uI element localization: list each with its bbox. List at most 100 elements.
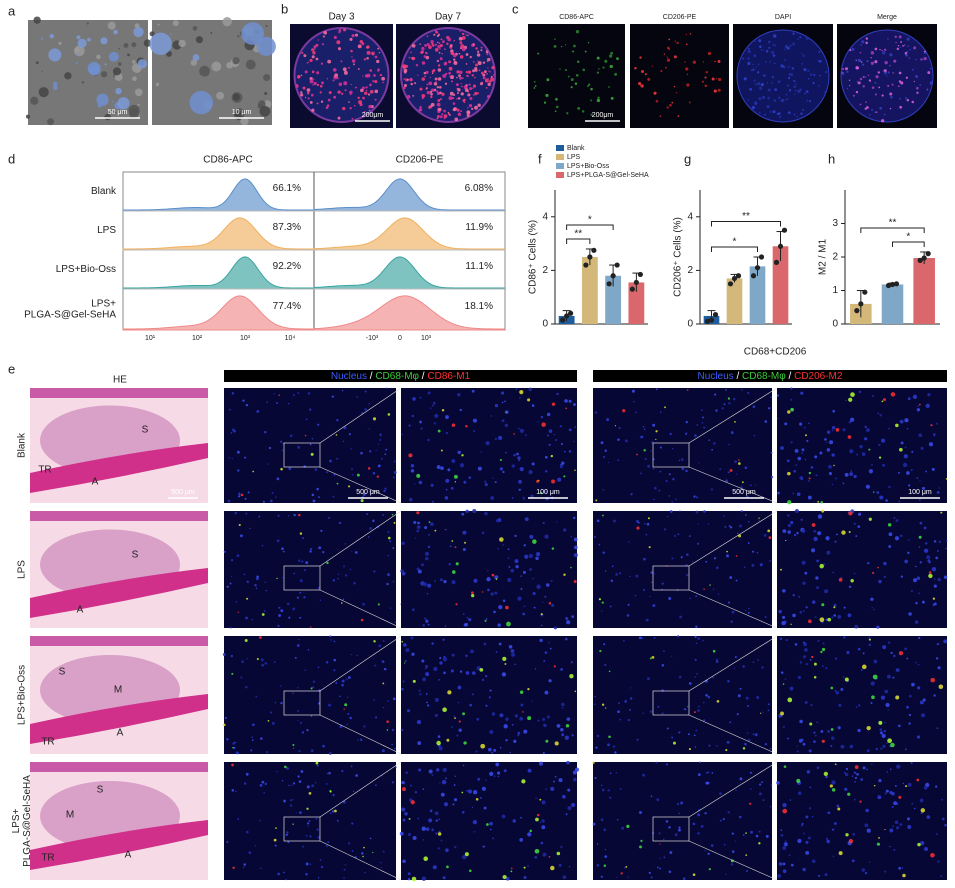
texture <box>790 398 793 401</box>
texture <box>724 388 727 391</box>
texture <box>553 665 556 668</box>
texture <box>340 60 343 63</box>
texture <box>822 665 824 667</box>
texture <box>378 51 381 54</box>
texture <box>924 847 929 852</box>
texture <box>727 601 731 604</box>
texture <box>436 102 441 107</box>
texture <box>793 533 797 537</box>
texture <box>644 73 647 76</box>
texture <box>457 685 462 690</box>
texture <box>440 839 443 842</box>
texture <box>434 811 439 816</box>
texture <box>810 703 813 707</box>
texture <box>929 67 932 70</box>
texture <box>310 687 313 690</box>
texture <box>801 822 804 826</box>
texture <box>286 767 289 770</box>
texture <box>430 88 435 92</box>
texture <box>618 427 621 430</box>
texture <box>726 550 728 553</box>
texture <box>848 585 852 589</box>
texture <box>360 618 364 622</box>
texture <box>347 712 350 715</box>
texture <box>333 473 336 476</box>
texture <box>345 574 348 577</box>
texture <box>519 390 524 395</box>
texture <box>716 658 718 661</box>
texture <box>725 479 728 483</box>
texture <box>486 577 491 582</box>
texture <box>770 475 774 479</box>
texture <box>402 818 406 822</box>
texture <box>498 604 503 610</box>
texture <box>451 580 456 585</box>
texture <box>752 733 755 736</box>
texture <box>382 639 385 642</box>
texture <box>778 609 782 614</box>
texture <box>421 876 427 881</box>
texture <box>934 602 937 606</box>
texture <box>299 616 302 619</box>
texture <box>368 450 372 453</box>
texture <box>538 761 543 766</box>
texture <box>477 60 479 62</box>
texture <box>616 818 619 821</box>
texture <box>726 554 729 558</box>
texture <box>787 76 791 80</box>
texture <box>315 761 319 765</box>
texture <box>923 785 928 790</box>
texture <box>881 400 884 403</box>
texture <box>795 464 797 466</box>
texture <box>898 85 900 87</box>
texture <box>487 588 490 592</box>
texture <box>874 93 877 96</box>
texture <box>798 596 800 598</box>
texture <box>309 835 312 838</box>
texture <box>481 678 485 682</box>
texture <box>828 464 832 469</box>
texture <box>226 61 233 69</box>
y-axis-title: CD206⁺ Cells (%) <box>673 217 684 297</box>
texture <box>523 544 526 547</box>
texture <box>178 39 186 48</box>
texture <box>318 496 320 499</box>
texture <box>377 443 380 445</box>
texture <box>828 471 833 476</box>
texture <box>609 605 612 608</box>
texture <box>570 78 574 82</box>
texture <box>544 651 548 654</box>
data-point <box>735 273 742 279</box>
row-label-line: LPS+Bio-Oss <box>17 665 28 725</box>
texture <box>249 527 251 529</box>
y-tick-label: 0 <box>832 319 838 330</box>
texture <box>859 103 862 106</box>
texture <box>823 771 828 777</box>
texture <box>655 388 658 391</box>
texture <box>323 30 328 35</box>
texture <box>143 39 152 47</box>
texture <box>832 409 836 413</box>
texture <box>871 464 873 466</box>
texture <box>466 616 469 619</box>
texture <box>873 659 878 664</box>
zoom-line <box>319 387 402 444</box>
texture <box>773 99 776 102</box>
zoom-line <box>688 840 778 881</box>
texture <box>457 702 460 704</box>
texture <box>434 77 438 81</box>
texture <box>607 461 610 464</box>
texture <box>893 59 897 63</box>
texture <box>710 844 714 847</box>
texture <box>77 38 87 48</box>
texture <box>424 43 428 47</box>
row-label: Blank <box>91 186 117 197</box>
texture <box>392 580 395 583</box>
texture <box>818 51 821 53</box>
texture <box>644 457 647 461</box>
texture <box>866 59 869 63</box>
fluor-image <box>630 24 729 128</box>
texture <box>507 577 512 583</box>
texture <box>96 93 109 106</box>
fluor-image <box>593 636 772 754</box>
